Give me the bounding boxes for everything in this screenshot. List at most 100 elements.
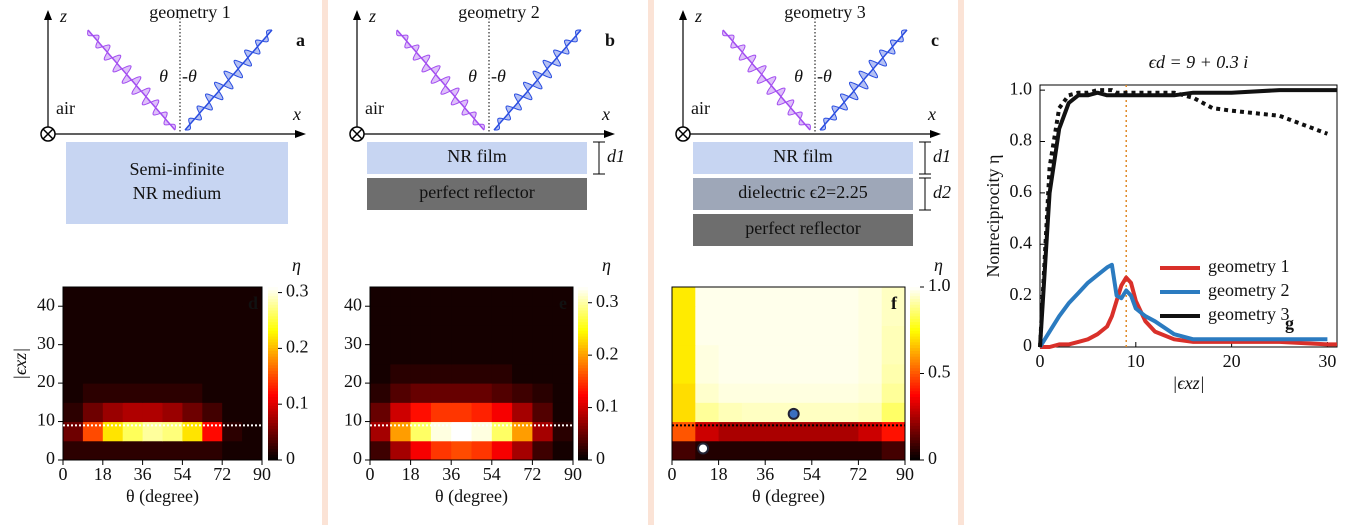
incident-wave-axis [722, 29, 811, 131]
x-tick-label: 36 [442, 464, 460, 484]
colorbar-step [910, 434, 920, 438]
colorbar-step [578, 367, 588, 372]
y-tick-label: 1.0 [1010, 78, 1033, 98]
heat-cell [390, 383, 412, 403]
heat-cell [202, 325, 223, 346]
heat-cell [451, 421, 472, 442]
diagram-title: geometry 2 [458, 2, 539, 22]
colorbar-step [268, 445, 278, 449]
heat-cell [741, 306, 766, 326]
colorbar-step [268, 341, 278, 346]
heat-cell [881, 383, 906, 403]
heat-cell [532, 287, 554, 307]
thickness-label: d1 [607, 146, 625, 166]
colorbar-step [578, 425, 588, 429]
colorbar-tick-label: 0 [928, 448, 937, 468]
colorbar-step [578, 396, 588, 400]
colorbar-step [578, 338, 588, 343]
heat-cell [202, 402, 223, 423]
y-tick-label: 10 [344, 410, 362, 430]
colorbar-step [910, 287, 920, 291]
arrow [930, 130, 941, 138]
heat-cell [82, 402, 104, 423]
colorbar-step [268, 428, 278, 432]
colorbar-step [910, 330, 920, 334]
colorbar-step [910, 310, 920, 314]
heat-cell [532, 306, 554, 326]
cross [42, 128, 54, 140]
layer [693, 214, 913, 246]
heat-cell [552, 344, 574, 365]
heat-cell [491, 440, 513, 461]
heat-cell [82, 383, 104, 403]
colorbar-step [910, 315, 920, 320]
colorbar-step [268, 330, 278, 334]
heat-cell [370, 440, 391, 461]
heat-cell [82, 325, 104, 346]
colorbar-step [910, 318, 920, 323]
colorbar-label: η [602, 255, 611, 275]
heat-cell [491, 344, 513, 365]
series-line [1038, 88, 1337, 348]
heat-cell [672, 363, 696, 384]
panel-letter: e [559, 293, 567, 313]
heat-cell [881, 363, 906, 384]
heat-cell [881, 402, 906, 423]
heat-cell [102, 383, 124, 403]
colorbar-step [268, 419, 278, 424]
marker [697, 442, 710, 455]
heat-cell [222, 344, 243, 365]
x-tick-label: 30 [1318, 351, 1336, 371]
heat-cell [512, 440, 533, 461]
colorbar-step [578, 364, 588, 369]
axis-label: z [368, 6, 376, 26]
colorbar-step [578, 356, 588, 360]
colorbar-step [578, 442, 588, 447]
x-tick-label: 18 [710, 464, 728, 484]
heat-cell [202, 344, 223, 365]
heat-cell [162, 287, 183, 307]
heat-cell [142, 344, 163, 365]
colorbar-step [910, 448, 920, 452]
colorbar-step [910, 451, 920, 455]
colorbar-step [268, 387, 278, 392]
y-axis-label: |ϵxz| [10, 348, 30, 380]
heat-cell [881, 287, 906, 307]
colorbar-step [578, 315, 588, 320]
colorbar-step [910, 445, 920, 449]
layer-label: NR medium [133, 183, 222, 203]
x-axis-label: θ (degree) [752, 486, 825, 507]
heat-cell [162, 421, 183, 442]
heat-cell [202, 363, 223, 384]
heat-cell [222, 421, 243, 442]
colorbar-step [910, 457, 920, 461]
panel-letter: a [296, 30, 305, 50]
heat-cell [102, 287, 124, 307]
heat-cell [142, 402, 163, 423]
colorbar-tick-label: 0.1 [596, 396, 619, 416]
colorbar-step [910, 436, 920, 441]
heat-cell [471, 306, 493, 326]
separator [958, 0, 964, 525]
y-tick-label: 30 [344, 333, 362, 353]
heat-cell [242, 363, 263, 384]
y-tick-label: 0.6 [1010, 181, 1033, 201]
layer [693, 142, 913, 174]
colorbar-step [578, 312, 588, 317]
colorbar-step [910, 307, 920, 311]
heat-cell [695, 402, 720, 423]
heat-cell [390, 363, 412, 384]
colorbar-step [578, 393, 588, 398]
heat-cell [858, 421, 883, 442]
colorbar-tick-label: 0.2 [596, 343, 619, 363]
x-tick-label: 90 [253, 464, 271, 484]
heat-cell [811, 383, 836, 403]
x-axis-label: θ (degree) [435, 486, 508, 507]
heat-cell [182, 306, 203, 326]
heat-cell [552, 287, 574, 307]
arrow [679, 10, 687, 20]
heat-cell [835, 306, 859, 326]
colorbar-step [268, 321, 278, 325]
colorbar-step [268, 344, 278, 349]
heat-cell [718, 344, 743, 365]
